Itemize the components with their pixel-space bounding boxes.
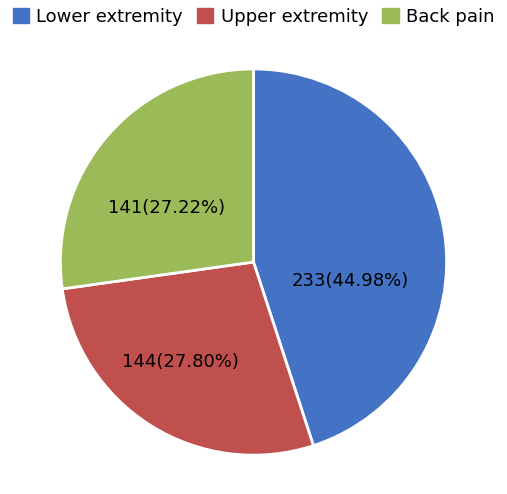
Text: 233(44.98%): 233(44.98%): [292, 272, 409, 290]
Wedge shape: [254, 69, 447, 446]
Wedge shape: [60, 69, 254, 289]
Text: 144(27.80%): 144(27.80%): [122, 354, 239, 371]
Legend: Lower extremity, Upper extremity, Back pain: Lower extremity, Upper extremity, Back p…: [5, 0, 502, 33]
Text: 141(27.22%): 141(27.22%): [108, 199, 225, 217]
Wedge shape: [62, 262, 313, 455]
